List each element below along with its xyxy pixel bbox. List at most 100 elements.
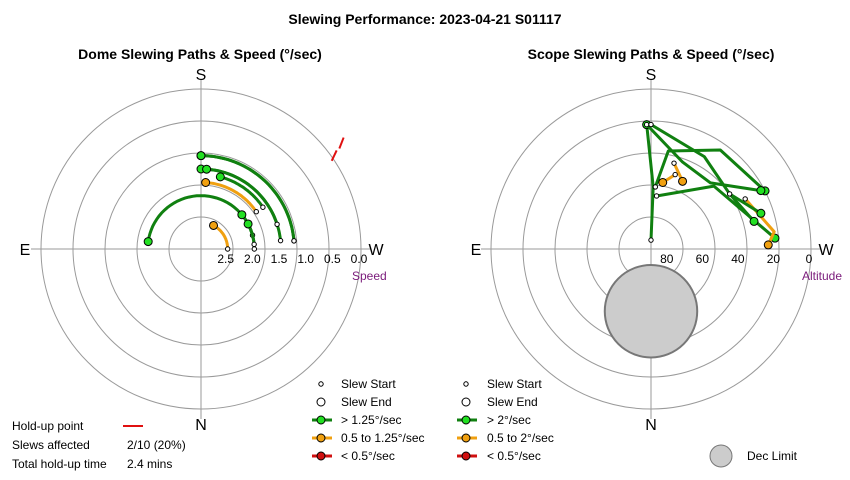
dec-limit-legend-label: Dec Limit	[747, 449, 798, 463]
dome-slew-end-point	[215, 172, 225, 182]
dome-slew-end-point	[201, 177, 211, 187]
holdup-time-value: 2.4 mins	[127, 457, 172, 471]
scope-legend-fast-marker	[461, 415, 471, 425]
scope-slew-start-point	[653, 193, 660, 199]
dec-limit-legend-marker	[709, 444, 733, 468]
scope-compass-n: N	[645, 417, 657, 434]
dome-plot-title: Dome Slewing Paths & Speed (°/sec)	[78, 46, 322, 62]
dome-slew-start-point	[260, 204, 266, 210]
scope-legend: Slew Start Slew End > 2°/sec 0.5 to 2°/s…	[457, 377, 798, 468]
scope-legend-fast: > 2°/sec	[487, 413, 531, 427]
scope-slew-start-point	[742, 196, 748, 202]
dome-slew-end-point	[237, 210, 247, 220]
slews-affected-label: Slews affected	[12, 438, 90, 452]
dome-compass-e: E	[20, 242, 31, 259]
dome-compass-w: W	[368, 242, 384, 259]
dome-legend-medium: 0.5 to 1.25°/sec	[341, 431, 425, 445]
dome-slew-path	[206, 167, 279, 225]
holdup-point-label: Hold-up point	[12, 419, 84, 433]
scope-slew-start-point	[726, 191, 733, 197]
dome-tick-label: 2.0	[244, 252, 261, 266]
scope-slew-end-point	[658, 177, 668, 187]
dome-compass-n: N	[195, 417, 207, 434]
scope-slew-start-point	[672, 171, 678, 178]
scope-slew-end-point	[763, 240, 773, 250]
scope-legend-medium: 0.5 to 2°/sec	[487, 431, 554, 445]
scope-paths	[642, 120, 780, 250]
scope-slew-start-point	[648, 237, 654, 243]
scope-compass-s: S	[646, 67, 657, 84]
legend-medium-marker	[316, 433, 326, 443]
scope-dec-limit	[603, 264, 699, 359]
dec-limit-region	[603, 264, 699, 359]
dome-slew-start-point	[253, 209, 259, 215]
dome-holdup-mark	[338, 137, 345, 149]
dome-legend-slew-end: Slew End	[341, 395, 392, 409]
dome-slew-path	[201, 154, 296, 242]
scope-legend-slew-end: Slew End	[487, 395, 538, 409]
legend-slow-marker	[316, 451, 326, 461]
scope-slew-path	[650, 123, 756, 223]
scope-legend-end-marker	[461, 397, 471, 407]
scope-legend-slew-start: Slew Start	[487, 377, 542, 391]
scope-grid	[481, 79, 821, 419]
dome-polar-plot: Dome Slewing Paths & Speed (°/sec) S E W…	[20, 46, 387, 434]
dome-slew-path	[212, 224, 230, 249]
dome-tick-label: 1.0	[297, 252, 314, 266]
scope-slew-path	[645, 123, 762, 193]
main-title: Slewing Performance: 2023-04-21 S01117	[288, 11, 561, 27]
dome-slew-end-point	[202, 164, 212, 174]
scope-slew-end-point	[749, 216, 759, 226]
dome-slew-end-point	[196, 151, 206, 161]
dome-slew-start-point	[291, 238, 297, 244]
dome-slew-start-point	[251, 241, 257, 248]
legend-fast-marker	[316, 415, 326, 425]
dome-slew-path	[219, 175, 265, 209]
scope-tick-label: 40	[731, 252, 745, 266]
scope-axis-label: Altitude	[802, 269, 842, 283]
scope-slew-path	[653, 148, 767, 193]
dome-legend-slow: < 0.5°/sec	[341, 449, 395, 463]
dome-tick-label: 0.0	[351, 252, 368, 266]
dome-radial-ticks: 2.5 2.0 1.5 1.0 0.5 0.0	[217, 252, 367, 266]
scope-slew-path	[728, 192, 762, 215]
scope-compass-w: W	[818, 242, 834, 259]
scope-plot-title: Scope Slewing Paths & Speed (°/sec)	[528, 46, 775, 62]
scope-legend-start-marker	[463, 381, 469, 387]
dome-legend-slew-start: Slew Start	[341, 377, 396, 391]
dome-grid	[31, 79, 371, 419]
scope-slew-start-point	[648, 121, 654, 128]
scope-tick-label: 20	[767, 252, 781, 266]
scope-tick-label: 80	[660, 252, 674, 266]
scope-compass-e: E	[471, 242, 482, 259]
scope-radial-ticks: 80 60 40 20 0	[660, 252, 813, 266]
slews-affected-value: 2/10 (20%)	[127, 438, 186, 452]
dome-slew-start-point	[251, 246, 258, 252]
dome-legend: Slew Start Slew End > 1.25°/sec 0.5 to 1…	[312, 377, 425, 463]
scope-legend-medium-marker	[461, 433, 471, 443]
dome-slew-start-point	[277, 237, 284, 244]
scope-polar-plot: Scope Slewing Paths & Speed (°/sec) S E …	[471, 46, 843, 434]
dome-slew-end-point	[143, 237, 153, 247]
legend-slew-start-marker	[318, 381, 324, 387]
holdup-summary: Hold-up point Slews affected 2/10 (20%) …	[12, 419, 186, 471]
dome-axis-label: Speed	[352, 269, 387, 283]
dome-tick-label: 2.5	[217, 252, 234, 266]
dome-slew-start-point	[274, 221, 280, 227]
scope-tick-label: 0	[806, 252, 813, 266]
scope-tick-label: 60	[696, 252, 710, 266]
dome-tick-label: 0.5	[324, 252, 341, 266]
dome-holdup-mark	[330, 150, 338, 162]
dome-legend-fast: > 1.25°/sec	[341, 413, 402, 427]
holdup-time-label: Total hold-up time	[12, 457, 107, 471]
scope-slew-path	[645, 124, 655, 241]
scope-legend-slow: < 0.5°/sec	[487, 449, 541, 463]
dome-compass-s: S	[196, 67, 207, 84]
scope-slew-start-point	[671, 160, 677, 166]
scope-slew-end-point	[756, 208, 766, 218]
dome-slew-end-point	[209, 220, 219, 230]
dome-slew-end-point	[243, 219, 253, 229]
scope-slew-start-point	[652, 184, 659, 190]
legend-slew-end-marker	[316, 397, 326, 407]
